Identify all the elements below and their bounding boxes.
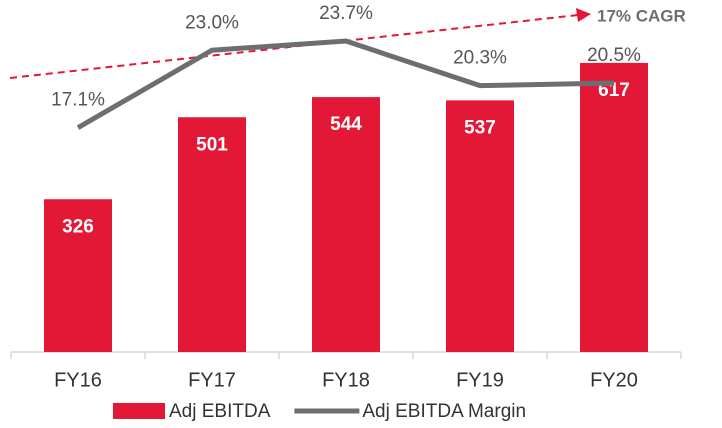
bar: [312, 97, 380, 353]
bar-value-label: 326: [62, 216, 94, 237]
bar: [446, 100, 514, 353]
bar: [580, 62, 648, 353]
cagr-annotation: 17% CAGR: [597, 6, 686, 25]
line-value-label: 23.7%: [319, 3, 373, 24]
x-tick-label: FY17: [188, 369, 236, 391]
cagr-arrow-head: [576, 8, 591, 22]
x-tick-label: FY20: [590, 369, 638, 391]
bar: [178, 117, 246, 352]
line-value-label: 17.1%: [51, 90, 105, 111]
x-tick-label: FY19: [456, 369, 504, 391]
bar: [44, 199, 112, 352]
bar-value-label: 501: [196, 134, 228, 155]
legend-label: Adj EBITDA: [169, 401, 271, 422]
legend-swatch: [113, 403, 165, 419]
line-value-label: 20.5%: [587, 45, 641, 66]
legend-label: Adj EBITDA Margin: [362, 401, 526, 422]
x-tick-label: FY16: [54, 369, 102, 391]
bar-value-label: 544: [330, 114, 362, 135]
line-value-label: 23.0%: [185, 12, 239, 33]
line-series: [76, 38, 615, 130]
x-tick-label: FY18: [322, 369, 370, 391]
line-value-label: 20.3%: [453, 48, 507, 69]
bar-value-label: 537: [464, 117, 496, 138]
